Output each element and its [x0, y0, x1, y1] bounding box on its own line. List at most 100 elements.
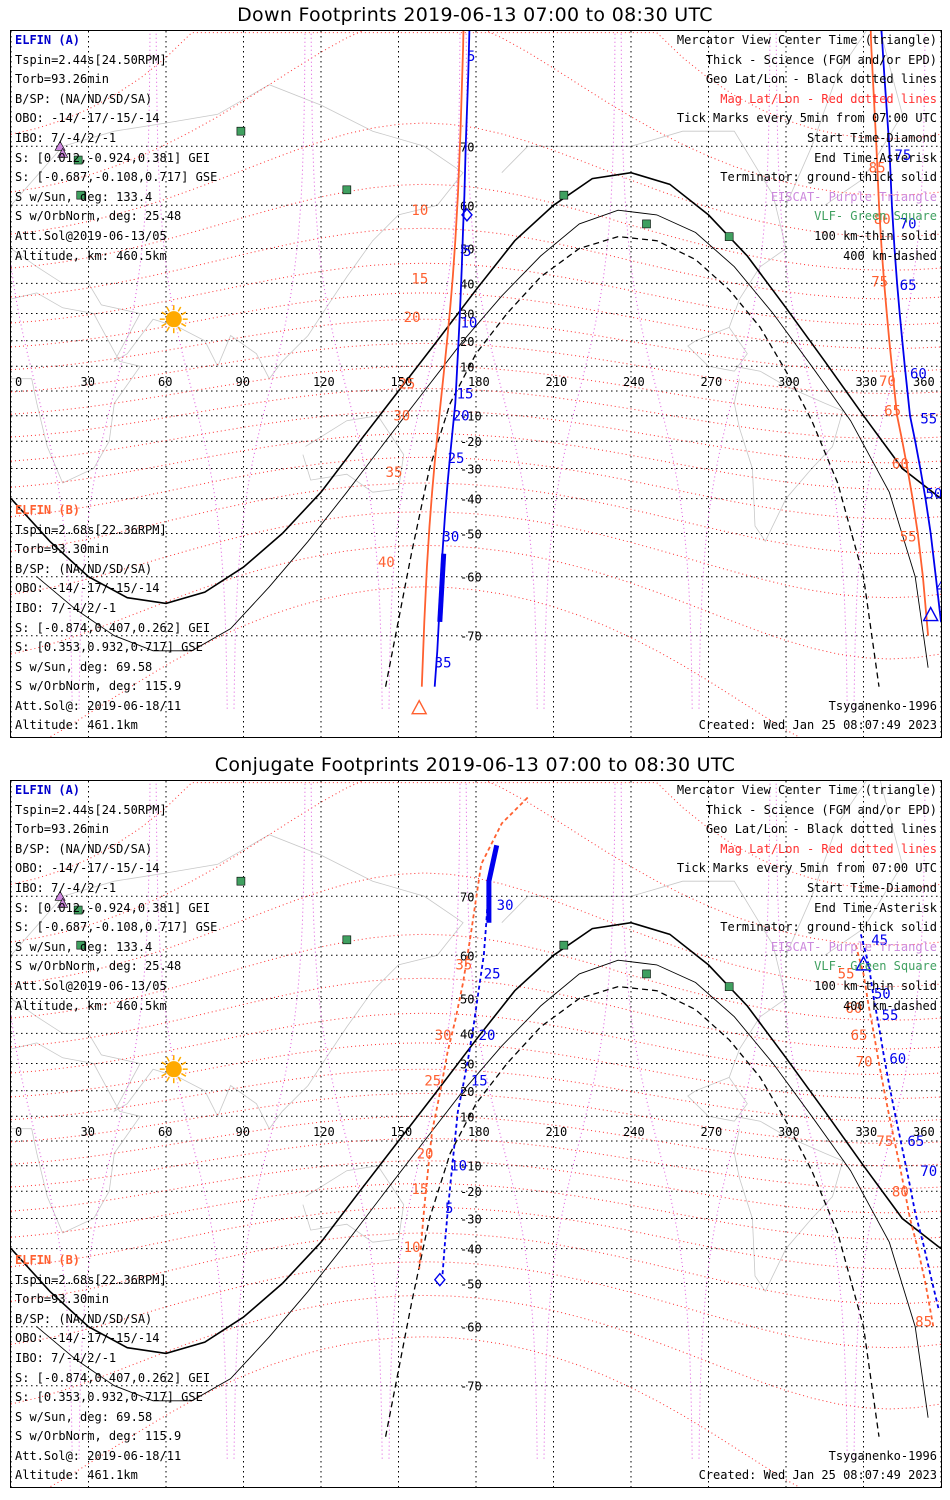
- lon-tick-label: 150: [391, 1125, 413, 1139]
- legend-item: 400 km-dashed: [843, 998, 937, 1013]
- created-label: Created: Wed Jan 25 08:07:49 2023: [698, 718, 937, 732]
- elfin-b-track: 510152025303540: [378, 31, 465, 715]
- sun-ray: [181, 1073, 187, 1077]
- vlf-square: [642, 969, 651, 979]
- mag-parallel: [11, 1012, 941, 1076]
- track-tick-label: 5: [463, 244, 471, 260]
- lat-tick-label: 40: [460, 277, 474, 291]
- terminator-100km: [36, 209, 929, 668]
- track-tick-label: 70: [900, 216, 917, 232]
- lat-tick-label: -50: [460, 528, 482, 542]
- start-diamond: [433, 1272, 446, 1287]
- elfin-a-line: OBO: -14/-17/-15/-14: [15, 111, 160, 126]
- lon-tick-label: 180: [468, 1125, 490, 1139]
- sun-icon: [159, 305, 188, 334]
- elfin-b-line: OBO: -14/-17/-15/-14: [15, 1331, 160, 1346]
- track-tick-label: 30: [393, 409, 410, 425]
- vlf-square: [236, 876, 246, 886]
- track-tick-label: 80: [892, 1185, 909, 1201]
- elfin-a-line: Tspin=2.44s[24.50RPM]: [15, 802, 167, 817]
- elfin-a-track-east-line: [880, 31, 941, 623]
- track-tick-label: 25: [448, 451, 465, 467]
- elfin-b-line: B/SP: (NA/ND/SD/SA): [15, 561, 153, 576]
- lat-tick-label: -40: [460, 1243, 482, 1257]
- track-tick-label: 30: [497, 898, 514, 914]
- mag-parallel: [11, 32, 941, 140]
- elfin-a-line: S w/OrbNorm, deg: 25.48: [15, 209, 182, 224]
- track-tick-label: 75: [895, 148, 912, 164]
- down-footprints-panel: Down Footprints 2019-06-13 07:00 to 08:3…: [10, 4, 942, 738]
- sun-ray: [181, 311, 187, 316]
- panel-title: Conjugate Footprints 2019-06-13 07:00 to…: [214, 754, 736, 776]
- mag-meridian: [543, 781, 616, 1459]
- elfin-a-line: S w/Sun, deg: 133.4: [15, 939, 153, 954]
- legend-lines: Mercator View Center Time (triangle) Thic…: [677, 781, 937, 1016]
- terminator-ground: [11, 921, 941, 1355]
- sun-ray: [166, 1056, 170, 1062]
- sun-ray: [177, 1056, 182, 1062]
- track-tick-label: 70: [879, 374, 896, 390]
- sun-ray: [161, 311, 167, 316]
- lat-tick-label: -40: [460, 493, 482, 507]
- mag-parallel: [11, 410, 941, 464]
- continent-outline: [11, 834, 464, 1130]
- altitude-label: Altitude: 461.1km: [15, 718, 138, 732]
- elfin-b-track-east-line: [869, 31, 929, 636]
- track-tick-label: 75: [871, 275, 888, 291]
- sun-disc: [165, 311, 182, 328]
- track-tick-label: 10: [450, 1159, 467, 1175]
- lon-tick-label: 360: [913, 375, 935, 389]
- sun-ray: [166, 326, 170, 332]
- lat-tick-label: 10: [460, 360, 474, 374]
- lat-tick-label: -60: [460, 1321, 482, 1335]
- legend-item: 400 km-dashed: [843, 248, 937, 263]
- track-tick-label: 65: [851, 1028, 868, 1044]
- elfin-b-line: OBO: -14/-17/-15/-14: [15, 581, 160, 596]
- markers: [54, 876, 734, 1084]
- elfin-b-info: ELFIN (B) Tspin=2.68s[22.36RPM] Torb=93.3…: [15, 1251, 210, 1447]
- legend-item: Mag Lat/Lon - Red dotted lines: [720, 841, 937, 856]
- vlf-square: [559, 190, 569, 200]
- lon-tick-label: 30: [81, 1125, 95, 1139]
- axis-labels: 0 30 60 90 120 150 180 210 240 270 300 330 360 70 60 50…: [15, 140, 935, 643]
- track-tick-label: 60: [845, 1001, 862, 1017]
- elfin-a-track-east: 45 50 55 60 65 70 75: [855, 933, 940, 1309]
- panel-title: Down Footprints 2019-06-13 07:00 to 08:3…: [237, 4, 713, 26]
- geo-grid: [11, 31, 941, 737]
- lon-tick-label: 360: [913, 1125, 935, 1139]
- continent-outline: [733, 1115, 844, 1293]
- sun-ray: [177, 1076, 182, 1082]
- track-tick-label: 10: [404, 1240, 421, 1256]
- model-label: Tsyganenko-1996: [828, 1449, 937, 1463]
- footer-right: Tsyganenko-1996 Created: Wed Jan 25 08:0…: [699, 697, 937, 735]
- track-tick-label: 35: [386, 465, 403, 481]
- elfin-b-lines: Tspin=2.68s[22.36RPM] Torb=93.30min B/SP: …: [15, 1271, 210, 1447]
- vlf-square: [724, 982, 734, 991]
- track-tick-label: 55: [920, 411, 937, 427]
- mag-parallel: [11, 1206, 941, 1270]
- track-tick-label: 45: [871, 933, 888, 949]
- elfin-a-line: IBO: 7/-4/2/-1: [15, 880, 117, 895]
- legend-item: VLF- Green Square: [814, 959, 937, 974]
- track-tick-label: 25: [399, 377, 416, 393]
- track-tick-label: 65: [900, 278, 917, 294]
- track-tick-label: 20: [453, 409, 470, 425]
- track-tick-label: 80: [874, 212, 891, 228]
- lon-tick-label: 30: [81, 375, 95, 389]
- elfin-a-lines: Tspin=2.44s[24.50RPM] Torb=93.26min B/SP: …: [15, 801, 217, 1017]
- mag-grid: [11, 31, 941, 737]
- mag-meridian: [310, 781, 383, 1459]
- legend-item: Start Time-Diamond: [806, 130, 937, 145]
- continent-outline: [733, 365, 844, 543]
- lon-tick-label: 330: [856, 375, 878, 389]
- lat-tick-label: -60: [460, 571, 482, 585]
- elfin-a-line: Altitude, km: 460.5km: [15, 248, 167, 263]
- mag-parallel: [11, 1092, 941, 1145]
- legend: Mercator View Center Time (triangle) Thic…: [677, 781, 937, 1016]
- lon-tick-label: 120: [313, 375, 335, 389]
- elfin-a-track-east-line: [860, 934, 940, 1309]
- sun-icon: [159, 1055, 188, 1084]
- lon-tick-label: 300: [778, 375, 800, 389]
- lat-tick-label: 10: [460, 1110, 474, 1124]
- lon-tick-label: 60: [158, 1125, 172, 1139]
